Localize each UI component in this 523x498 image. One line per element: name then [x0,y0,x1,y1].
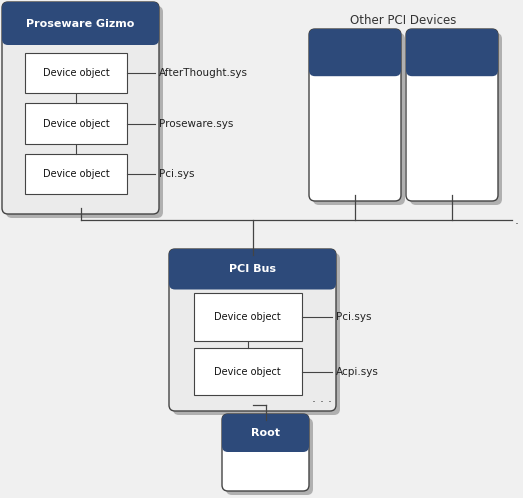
Text: Other PCI Devices: Other PCI Devices [350,13,457,26]
Text: AfterThought.sys: AfterThought.sys [159,68,248,78]
Bar [175,268,330,283]
Text: Device object: Device object [43,169,109,179]
Text: Proseware.sys: Proseware.sys [159,119,233,128]
Text: . . .: . . . [313,392,333,405]
FancyBboxPatch shape [406,29,498,76]
Text: . . .: . . . [515,214,523,227]
FancyBboxPatch shape [173,253,340,415]
FancyBboxPatch shape [406,29,498,201]
Bar [315,51,395,70]
FancyBboxPatch shape [169,249,336,411]
FancyBboxPatch shape [2,2,159,45]
FancyBboxPatch shape [309,29,401,201]
Text: Pci.sys: Pci.sys [336,312,371,322]
Bar [228,432,303,446]
FancyBboxPatch shape [313,33,405,205]
FancyBboxPatch shape [410,33,502,205]
Text: Device object: Device object [214,367,281,376]
FancyBboxPatch shape [226,418,313,495]
Text: PCI Bus: PCI Bus [229,264,276,274]
Bar [412,51,492,70]
Bar [8,22,153,39]
FancyBboxPatch shape [26,103,127,144]
Text: Proseware Gizmo: Proseware Gizmo [26,18,135,28]
Text: Root: Root [251,428,280,438]
FancyBboxPatch shape [194,348,302,395]
FancyBboxPatch shape [26,154,127,195]
Text: Device object: Device object [43,68,109,78]
Text: Device object: Device object [214,312,281,322]
Text: Pci.sys: Pci.sys [159,169,195,179]
Text: Device object: Device object [43,119,109,128]
FancyBboxPatch shape [26,52,127,93]
FancyBboxPatch shape [194,293,302,341]
FancyBboxPatch shape [169,249,336,289]
FancyBboxPatch shape [309,29,401,76]
FancyBboxPatch shape [2,2,159,214]
Text: Acpi.sys: Acpi.sys [336,367,379,376]
FancyBboxPatch shape [222,414,309,491]
FancyBboxPatch shape [222,414,309,452]
FancyBboxPatch shape [6,6,163,218]
